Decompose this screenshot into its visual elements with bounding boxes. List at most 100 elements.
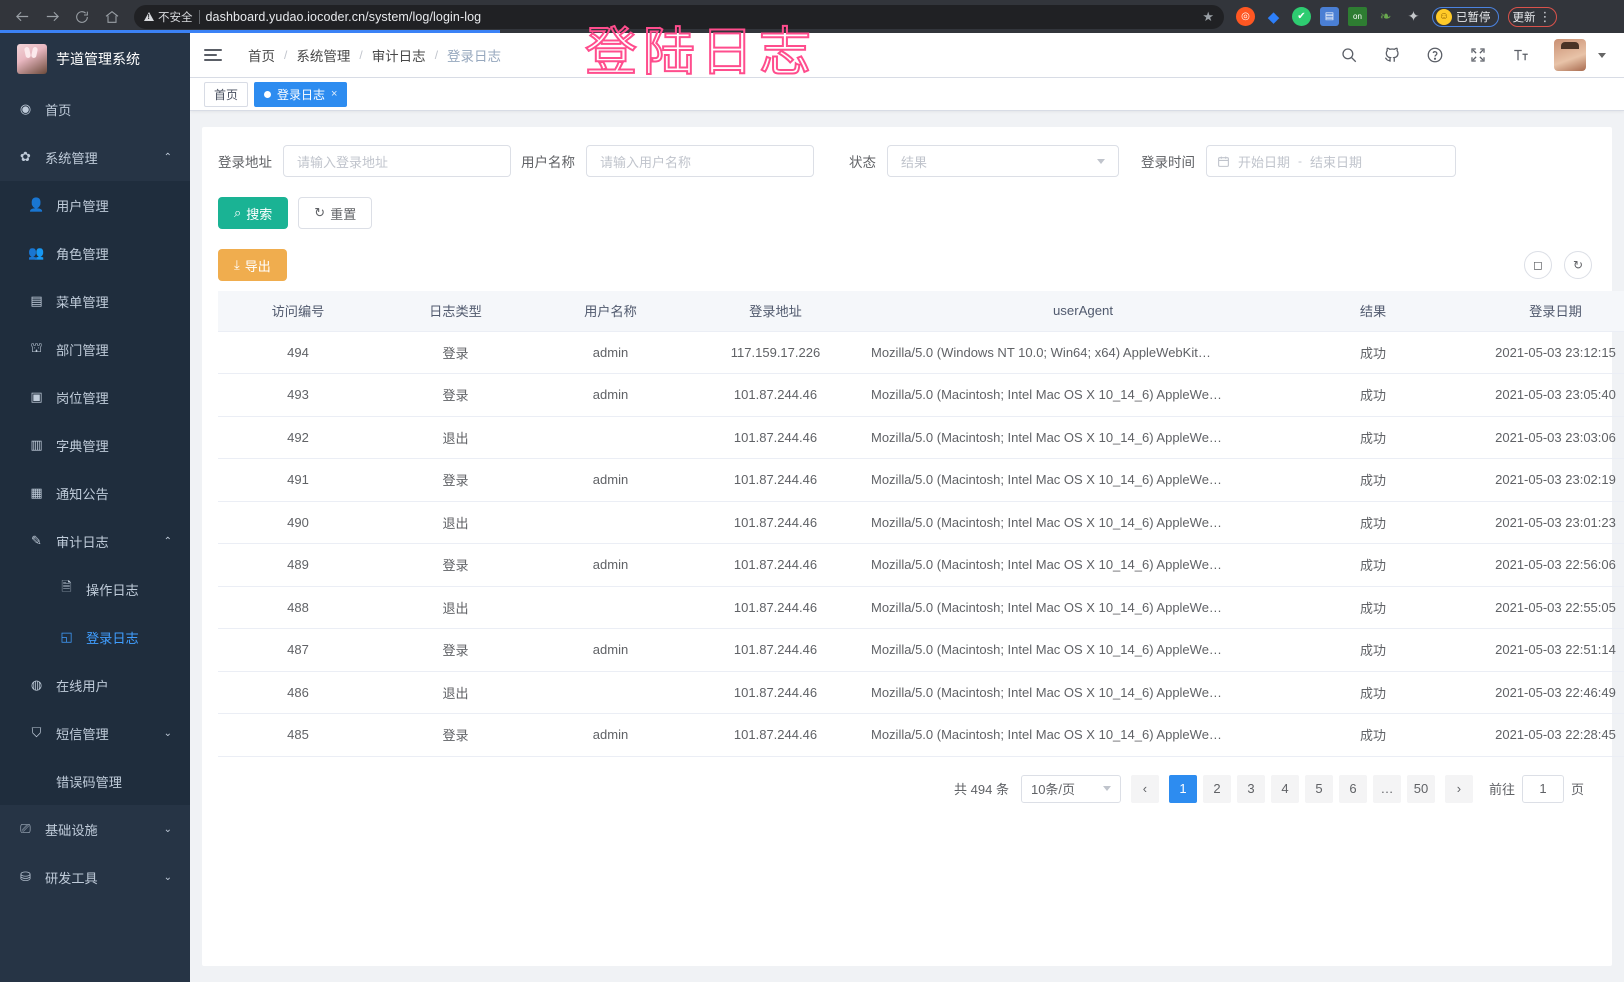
help-icon[interactable] — [1425, 46, 1444, 65]
density-button[interactable]: ◻ — [1524, 251, 1552, 279]
navbar-actions — [1339, 39, 1606, 71]
chevron-icon[interactable]: ⌄ — [163, 823, 172, 835]
tag-item-1[interactable]: 登录日志 × — [254, 81, 348, 107]
refresh-button[interactable]: ↻ — [1564, 251, 1592, 279]
page-button-0[interactable]: 1 — [1168, 774, 1197, 803]
search-icon[interactable] — [1339, 46, 1358, 65]
chevron-icon[interactable]: ⌃ — [163, 535, 172, 547]
sidebar-item-2[interactable]: 👤 用户管理 — [0, 181, 190, 229]
sidebar-item-12[interactable]: ◍ 在线用户 — [0, 661, 190, 709]
cell-useragent: Mozilla/5.0 (Macintosh; Intel Mac OS X 1… — [863, 416, 1303, 459]
table-column-header-6[interactable]: 登录日期 — [1443, 291, 1624, 332]
back-arrow-icon[interactable] — [8, 3, 36, 31]
sidebar-item-7[interactable]: ▥ 字典管理 — [0, 421, 190, 469]
update-button[interactable]: 更新 ⋮ — [1507, 6, 1557, 27]
cell-date: 2021-05-03 23:03:06 — [1443, 416, 1624, 459]
sidebar-item-0[interactable]: ◉ 首页 — [0, 85, 190, 133]
breadcrumb-item-1[interactable]: 系统管理 — [296, 49, 351, 64]
github-icon[interactable] — [1382, 46, 1401, 65]
table-column-header-0[interactable]: 访问编号 — [218, 291, 378, 332]
calendar-icon — [1217, 155, 1230, 168]
login-time-range-picker[interactable]: 开始日期 - 结束日期 — [1206, 145, 1456, 177]
page-size-select[interactable]: 10条/页 — [1020, 774, 1121, 803]
page-button-6[interactable]: … — [1372, 774, 1401, 803]
page-jumper: 前往 1 页 — [1489, 774, 1584, 803]
extension-blue-doc-icon[interactable]: ▤ — [1320, 7, 1339, 26]
page-button-5[interactable]: 6 — [1338, 774, 1367, 803]
table-row[interactable]: 487 登录 admin 101.87.244.46 Mozilla/5.0 (Maci… — [218, 628, 1624, 672]
search-button[interactable]: ⌕ 搜索 — [218, 197, 289, 229]
sidebar-item-3[interactable]: 👥 角色管理 — [0, 229, 190, 277]
hamburger-icon[interactable] — [204, 49, 222, 61]
breadcrumb-item-2[interactable]: 审计日志 — [371, 49, 426, 64]
sidebar-item-13[interactable]: ⛉ 短信管理 ⌄ — [0, 709, 190, 757]
table-row[interactable]: 489 登录 admin 101.87.244.46 Mozilla/5.0 (Maci… — [218, 543, 1624, 587]
sidebar-item-10[interactable]: 🗎 操作日志 — [0, 565, 190, 613]
table-body: 494 登录 admin 117.159.17.226 Mozilla/5.0 (Win… — [218, 331, 1624, 757]
user-name-input[interactable]: 请输入用户名称 — [586, 145, 814, 177]
extension-green-leaf-icon[interactable]: ❧ — [1379, 8, 1392, 24]
extension-on-badge-icon[interactable]: on — [1348, 7, 1367, 26]
page-button-2[interactable]: 3 — [1236, 774, 1265, 803]
sidebar-item-15[interactable]: ⎚ 基础设施 ⌄ — [0, 805, 190, 853]
export-button[interactable]: ⤓ 导出 — [218, 249, 287, 281]
sidebar-item-8[interactable]: ▦ 通知公告 — [0, 469, 190, 517]
prev-page-button[interactable]: ‹ — [1130, 774, 1159, 803]
sidebar-item-16[interactable]: ⛁ 研发工具 ⌄ — [0, 853, 190, 901]
table-row[interactable]: 491 登录 admin 101.87.244.46 Mozilla/5.0 (Maci… — [218, 458, 1624, 502]
reload-icon[interactable] — [68, 3, 96, 31]
sidebar-item-14[interactable]: 错误码管理 — [0, 757, 190, 805]
fullscreen-icon[interactable] — [1468, 46, 1487, 65]
forward-arrow-icon[interactable] — [38, 3, 66, 31]
brand[interactable]: 芋道管理系统 — [0, 33, 190, 85]
sidebar-item-6[interactable]: ▣ 岗位管理 — [0, 373, 190, 421]
table-row[interactable]: 490 退出 101.87.244.46 Mozilla/5.0 (Macintosh… — [218, 501, 1624, 544]
chevron-icon[interactable]: ⌃ — [163, 151, 172, 163]
jump-page-input[interactable]: 1 — [1521, 774, 1564, 803]
breadcrumb-item-0[interactable]: 首页 — [248, 49, 275, 64]
home-icon[interactable] — [98, 3, 126, 31]
bookmark-star-icon[interactable]: ★ — [1202, 8, 1214, 24]
table-row[interactable]: 485 登录 admin 101.87.244.46 Mozilla/5.0 (Maci… — [218, 713, 1624, 757]
chevron-icon[interactable]: ⌄ — [163, 727, 172, 739]
chevron-down-icon[interactable] — [1598, 52, 1606, 58]
table-column-header-4[interactable]: userAgent — [863, 291, 1303, 332]
page-button-1[interactable]: 2 — [1202, 774, 1231, 803]
page-button-7[interactable]: 50 — [1406, 774, 1435, 803]
extension-blue-diamond-icon[interactable]: ◆ — [1267, 8, 1280, 26]
sidebar-item-11[interactable]: ◱ 登录日志 — [0, 613, 190, 661]
extension-orange-circle-icon[interactable]: ◎ — [1236, 7, 1255, 26]
extension-green-check-icon[interactable]: ✔ — [1292, 7, 1311, 26]
sidebar-item-5[interactable]: ⛫ 部门管理 — [0, 325, 190, 373]
security-indicator[interactable]: 不安全 — [144, 9, 193, 25]
table-column-header-3[interactable]: 登录地址 — [688, 291, 863, 332]
table-row[interactable]: 488 退出 101.87.244.46 Mozilla/5.0 (Macintosh… — [218, 586, 1624, 629]
sidebar-item-1[interactable]: ✿ 系统管理 ⌃ — [0, 133, 190, 181]
sidebar-item-9[interactable]: ✎ 审计日志 ⌃ — [0, 517, 190, 565]
user-avatar[interactable] — [1554, 39, 1586, 71]
paused-button[interactable]: ☺ 已暂停 — [1432, 6, 1499, 27]
tag-item-0[interactable]: 首页 — [204, 81, 249, 107]
close-icon[interactable]: × — [331, 88, 338, 100]
table-row[interactable]: 493 登录 admin 101.87.244.46 Mozilla/5.0 (Maci… — [218, 373, 1624, 417]
table-column-header-5[interactable]: 结果 — [1303, 291, 1443, 332]
chevron-icon[interactable]: ⌄ — [163, 871, 172, 883]
next-page-button[interactable]: › — [1444, 774, 1473, 803]
table-row[interactable]: 494 登录 admin 117.159.17.226 Mozilla/5.0 (Win… — [218, 331, 1624, 374]
tags-view: 首页 登录日志 × — [190, 77, 1624, 111]
page-button-4[interactable]: 5 — [1304, 774, 1333, 803]
reset-button[interactable]: ↻ 重置 — [298, 197, 373, 229]
table-column-header-2[interactable]: 用户名称 — [533, 291, 688, 332]
status-select[interactable]: 结果 — [887, 145, 1119, 177]
post-icon: ▣ — [30, 389, 43, 404]
sidebar-item-4[interactable]: ▤ 菜单管理 — [0, 277, 190, 325]
address-bar[interactable]: 不安全 dashboard.yudao.iocoder.cn/system/lo… — [134, 4, 1224, 29]
page-button-3[interactable]: 4 — [1270, 774, 1299, 803]
kebab-menu-icon[interactable]: ⋮ — [1538, 8, 1552, 24]
table-row[interactable]: 492 退出 101.87.244.46 Mozilla/5.0 (Macintosh… — [218, 416, 1624, 459]
font-size-icon[interactable] — [1511, 46, 1530, 65]
login-addr-input[interactable]: 请输入登录地址 — [283, 145, 511, 177]
table-column-header-1[interactable]: 日志类型 — [378, 291, 533, 332]
table-row[interactable]: 486 退出 101.87.244.46 Mozilla/5.0 (Macintosh… — [218, 671, 1624, 714]
extension-puzzle-icon[interactable]: ✦ — [1407, 8, 1420, 24]
